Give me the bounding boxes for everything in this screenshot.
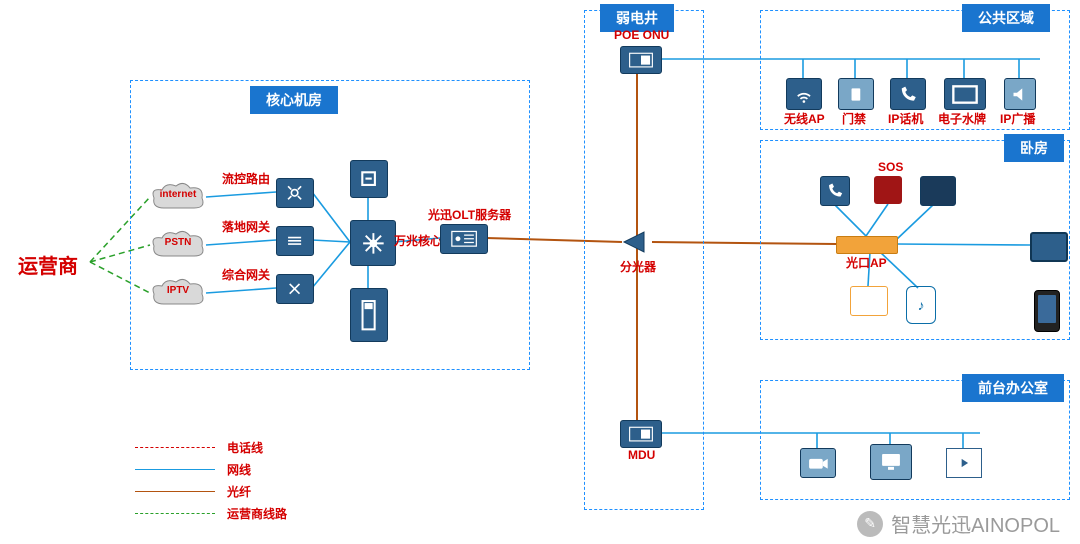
device-ip-bc (1004, 78, 1036, 110)
cloud-pstn: PSTN (150, 228, 206, 262)
legend: 电话线 网线 光纤 运营商线路 (135, 436, 287, 524)
device-olt (440, 224, 488, 254)
legend-carrier-label: 运营商线路 (227, 505, 287, 522)
label-poe-onu: POE ONU (614, 28, 669, 42)
device-room-card (850, 286, 888, 316)
label-flow-router: 流控路由 (222, 170, 270, 187)
device-room-tv (1030, 232, 1068, 262)
device-room-phone (820, 176, 850, 206)
legend-phone-label: 电话线 (227, 439, 263, 456)
legend-phone: 电话线 (135, 436, 287, 458)
label-mdu: MDU (628, 448, 655, 462)
device-room-board (920, 176, 956, 206)
watermark: ✎ 智慧光迅AINOPOL (857, 509, 1060, 538)
device-wlan-ap (786, 78, 822, 110)
legend-net: 网线 (135, 458, 287, 480)
label-olt: 光迅OLT服务器 (428, 206, 511, 223)
device-ip-phone (890, 78, 926, 110)
device-poe-onu (620, 46, 662, 74)
device-front-pc (870, 444, 912, 480)
zone-room-title: 卧房 (1004, 134, 1064, 162)
device-flow-router (276, 178, 314, 208)
legend-carrier: 运营商线路 (135, 502, 287, 524)
device-core-switch (350, 220, 396, 266)
device-front-cam (800, 448, 836, 478)
zone-public-title: 公共区域 (962, 4, 1050, 32)
cloud-internet-label: internet (150, 189, 206, 200)
device-core-bottom (350, 288, 388, 342)
device-opt-ap (836, 236, 898, 254)
cloud-pstn-label: PSTN (150, 237, 206, 248)
label-wlan-ap: 无线AP (784, 110, 825, 127)
device-splitter (622, 230, 652, 254)
device-e-sign (944, 78, 986, 110)
device-pstn-gw (276, 226, 314, 256)
label-splitter: 分光器 (620, 258, 656, 275)
device-iptv-gw (276, 274, 314, 304)
device-sos (874, 176, 902, 204)
label-ip-bc: IP广播 (1000, 110, 1035, 127)
watermark-text: 智慧光迅AINOPOL (891, 509, 1060, 538)
watermark-icon: ✎ (857, 511, 883, 537)
label-sos: SOS (878, 160, 903, 174)
label-door: 门禁 (842, 110, 866, 127)
device-core-top (350, 160, 388, 198)
label-e-sign: 电子水牌 (938, 110, 986, 127)
device-front-display (946, 448, 982, 478)
device-room-speaker: ♪ (906, 286, 936, 324)
legend-fiber-label: 光纤 (227, 483, 251, 500)
operator-label: 运营商 (18, 250, 78, 279)
legend-fiber: 光纤 (135, 480, 287, 502)
device-room-mobile (1034, 290, 1060, 332)
zone-core-title: 核心机房 (250, 86, 338, 114)
label-ip-phone: IP话机 (888, 110, 923, 127)
cloud-iptv-label: IPTV (150, 285, 206, 296)
legend-net-label: 网线 (227, 461, 251, 478)
cloud-internet: internet (150, 180, 206, 214)
device-mdu (620, 420, 662, 448)
zone-front-title: 前台办公室 (962, 374, 1064, 402)
device-door (838, 78, 874, 110)
label-pstn-gw: 落地网关 (222, 218, 270, 235)
label-iptv-gw: 综合网关 (222, 266, 270, 283)
cloud-iptv: IPTV (150, 276, 206, 310)
label-opt-ap: 光口AP (846, 254, 887, 271)
